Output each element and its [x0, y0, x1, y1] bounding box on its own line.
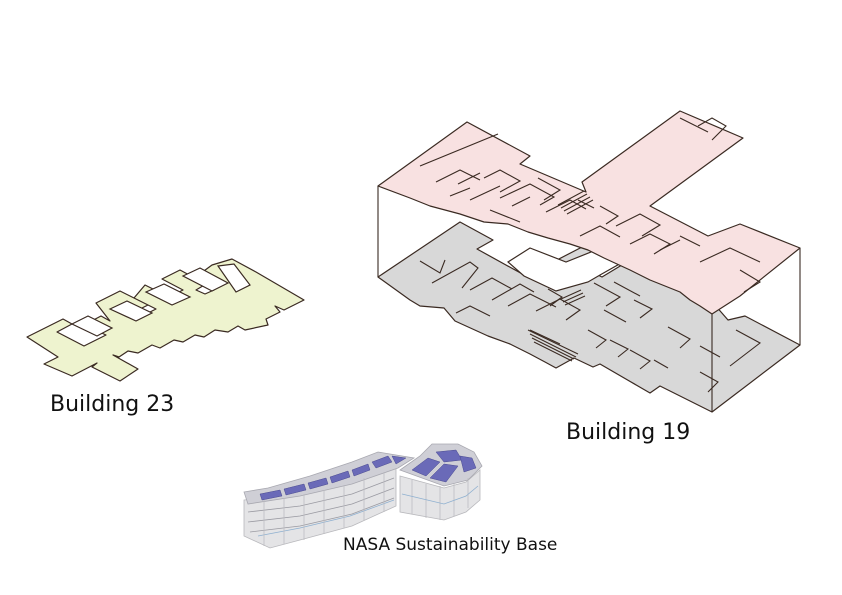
building-19-upper-stairs — [557, 190, 594, 215]
building-19-courtyard — [507, 245, 632, 292]
building-19-upper-floor — [377, 110, 801, 315]
building-23-outline — [26, 258, 305, 382]
nasa-left-windows — [247, 477, 395, 537]
building-23-slot — [108, 300, 154, 322]
building-19-label: Building 19 — [566, 420, 691, 445]
nasa-right-window-band — [401, 485, 479, 505]
building-23-slot — [144, 283, 192, 306]
building-23-slot — [70, 315, 114, 337]
building-19-floor-connectors — [377, 186, 801, 412]
nasa-right-solar-panels — [411, 449, 477, 483]
nasa-sustainability-base-label: NASA Sustainability Base — [343, 535, 558, 555]
nasa-sustainability-base-image — [243, 443, 483, 549]
building-19-lower-walls — [419, 259, 762, 393]
nasa-right-wing-roof — [399, 443, 483, 487]
building-19-lower-stairs — [527, 289, 586, 362]
building-23-floorplan — [26, 258, 305, 382]
nasa-left-columns — [263, 472, 385, 546]
building-23-label: Building 23 — [50, 392, 175, 417]
nasa-left-solar-panels — [259, 455, 407, 501]
building-23-slot — [181, 267, 230, 292]
building-19-floorplan — [377, 110, 801, 413]
building-23-slot — [216, 263, 251, 293]
building-19-upper-walls — [419, 117, 762, 293]
